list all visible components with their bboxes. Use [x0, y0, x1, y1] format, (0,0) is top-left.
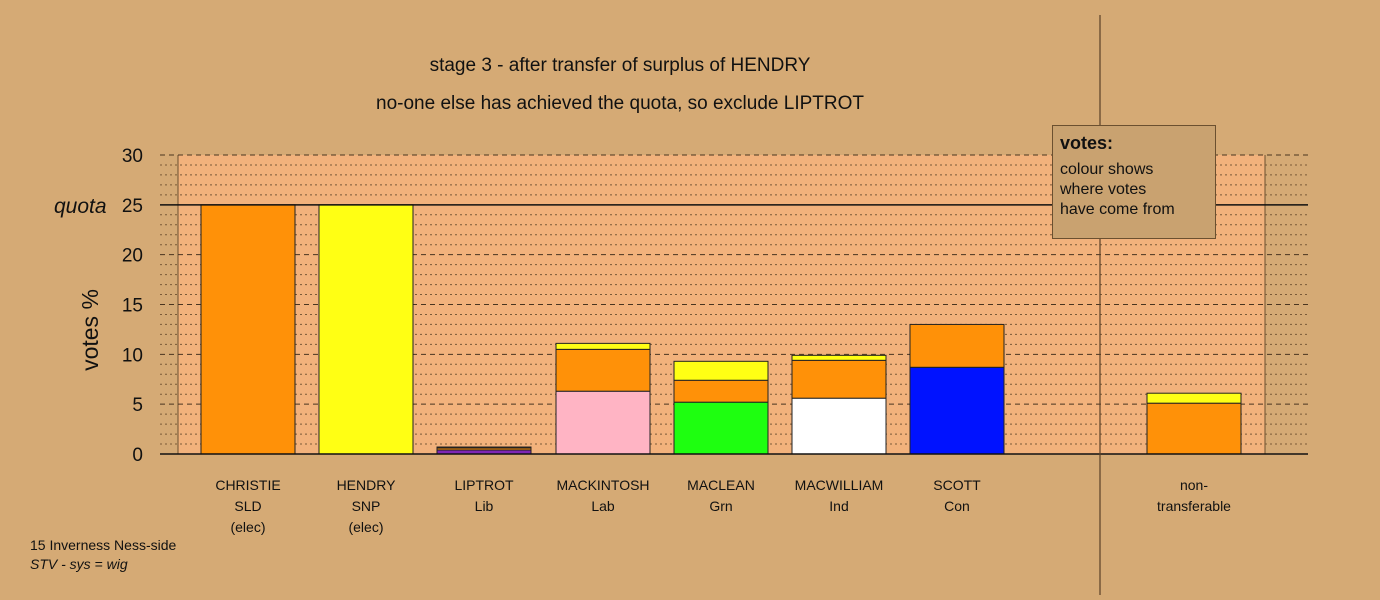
bars: [200, 204, 1242, 455]
bar-segment-lab: [555, 390, 651, 455]
x-category-label: CHRISTIE: [215, 477, 280, 493]
chart-title-line1: stage 3 - after transfer of surplus of H…: [429, 55, 811, 76]
y-tick-label: 5: [132, 395, 143, 416]
x-category-label: (elec): [230, 519, 265, 535]
bar-segment-grn: [673, 401, 769, 455]
y-tick-label: 30: [122, 146, 143, 167]
x-category-label: (elec): [348, 519, 383, 535]
legend-line-2: where votes: [1060, 181, 1147, 198]
y-tick-label: 25: [122, 196, 143, 217]
x-category-label: Ind: [829, 498, 848, 514]
y-tick-label: 10: [122, 345, 143, 366]
bar-segment-ind: [791, 397, 887, 455]
legend-line-1: colour shows: [1060, 161, 1154, 178]
x-category-label: HENDRY: [337, 477, 397, 493]
bar-segment-snp: [318, 204, 414, 455]
chart-title-line2: no-one else has achieved the quota, so e…: [376, 93, 864, 114]
x-category-label: SLD: [234, 498, 261, 514]
x-category-label: Lib: [475, 498, 494, 514]
bar-segment-sld: [200, 204, 296, 455]
x-category-label: Grn: [709, 498, 732, 514]
y-tick-label: 20: [122, 246, 143, 267]
y-tick-labels: 0 5 10 15 20 25 30: [122, 146, 143, 466]
bar-segment-sld: [555, 348, 651, 392]
bar-segment-snp: [673, 360, 769, 381]
x-category-label: transferable: [1157, 498, 1231, 514]
x-category-label: MACWILLIAM: [795, 477, 884, 493]
legend-title: votes:: [1060, 133, 1114, 153]
x-category-label: SNP: [352, 498, 381, 514]
x-category-label: MACLEAN: [687, 477, 755, 493]
x-category-label: Con: [944, 498, 970, 514]
y-tick-label: 0: [132, 445, 143, 466]
bar-segment-snp: [1146, 392, 1242, 404]
bar-segment-snp: [791, 354, 887, 361]
x-category-label: Lab: [591, 498, 615, 514]
x-category-label: LIPTROT: [454, 477, 514, 493]
bar-segment-sld: [791, 359, 887, 399]
x-category-label: SCOTT: [933, 477, 981, 493]
bar-segment-sld: [1146, 402, 1242, 455]
quota-label: quota: [54, 195, 107, 218]
bar-segment-con: [909, 366, 1005, 455]
y-tick-label: 15: [122, 296, 143, 317]
y-axis-label: votes %: [77, 289, 103, 371]
x-category-labels: CHRISTIE SLD (elec) HENDRY SNP (elec) LIPTROT L…: [215, 477, 1231, 535]
legend: votes: colour shows where votes have com…: [1052, 125, 1216, 239]
system-note: STV - sys = wig: [30, 556, 128, 572]
x-category-label: non-: [1180, 477, 1208, 493]
bar-segment-sld: [909, 323, 1005, 368]
bar-segment-sld: [673, 379, 769, 403]
x-category-label: MACKINTOSH: [556, 477, 649, 493]
bar-segment-snp: [436, 446, 532, 449]
legend-line-3: have come from: [1060, 201, 1175, 218]
bar-segment-snp: [555, 342, 651, 350]
ward-name: 15 Inverness Ness-side: [30, 537, 177, 553]
